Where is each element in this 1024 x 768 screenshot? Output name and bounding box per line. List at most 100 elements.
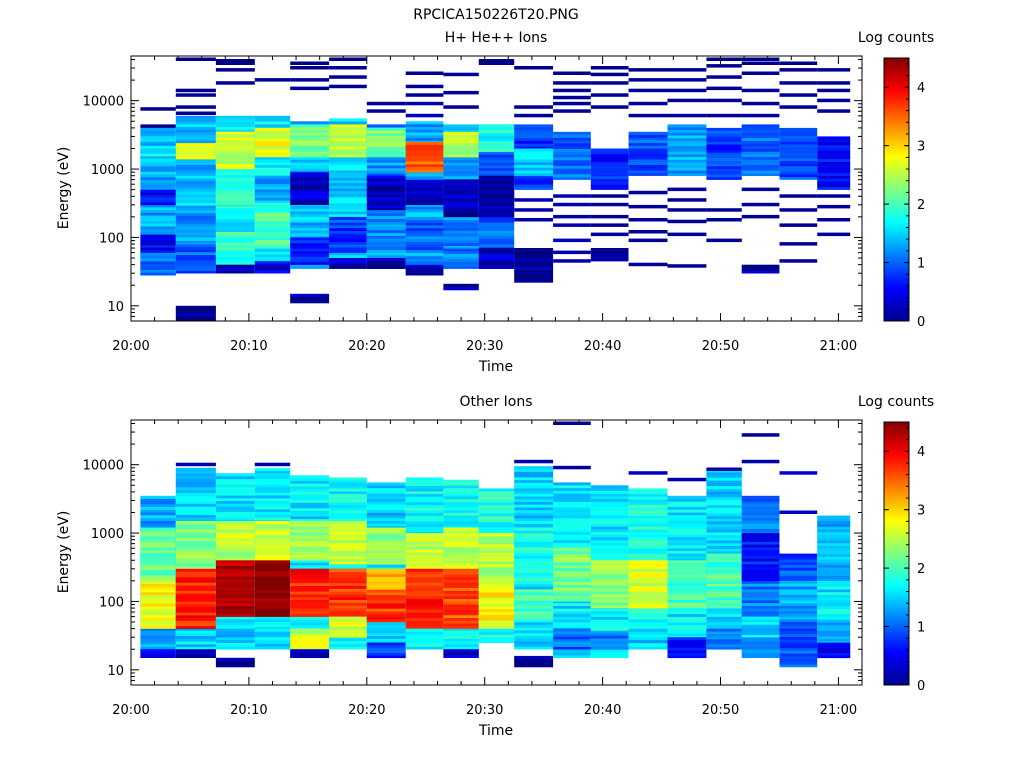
heatmap-cell (366, 616, 406, 620)
heatmap-cell (215, 657, 255, 662)
heatmap-cell (329, 203, 367, 207)
heatmap-cell (175, 229, 216, 233)
heatmap-cell (254, 146, 291, 150)
heatmap-cell (290, 588, 330, 592)
heatmap-cell (140, 148, 176, 152)
heatmap-cell (667, 616, 707, 620)
heatmap-cell (514, 479, 554, 483)
heatmap-cell (478, 165, 515, 169)
heatmap-cell (443, 549, 479, 553)
heatmap-cell (667, 545, 707, 549)
heatmap-cell (140, 177, 176, 180)
heatmap-cell (628, 491, 668, 495)
heatmap-cell (405, 144, 444, 148)
heatmap-cell (779, 556, 818, 560)
heatmap-cell (628, 532, 668, 535)
heatmap-cell (329, 146, 367, 150)
heatmap-cell (366, 509, 406, 513)
heatmap-cell (290, 151, 330, 155)
heatmap-cell (366, 504, 406, 508)
heatmap-cell (405, 272, 444, 276)
heatmap-cell (706, 638, 742, 642)
heatmap-cell (329, 582, 367, 586)
heatmap-cell (215, 61, 255, 65)
y-tick-label: 10 (107, 300, 124, 315)
heatmap-cell (405, 247, 444, 251)
heatmap-cell (140, 541, 176, 545)
heatmap-cell (140, 526, 176, 529)
heatmap-cell (140, 174, 176, 178)
heatmap-cell (478, 253, 515, 257)
heatmap-cell (590, 173, 629, 177)
heatmap-cell (817, 633, 851, 637)
panel-other-ions: Other Ions Log counts 20:00 20:10 20:20 20:… (56, 394, 934, 739)
heatmap-cell (290, 208, 330, 212)
heatmap-cell (175, 208, 216, 212)
heatmap-cell (366, 246, 406, 250)
heatmap-cell (290, 61, 330, 65)
heatmap-cell (590, 534, 629, 538)
heatmap-cell (215, 503, 255, 507)
heatmap-cell (215, 150, 255, 154)
x-tick-label: 20:20 (348, 703, 385, 718)
heatmap-cell (175, 521, 216, 525)
heatmap-cell (514, 167, 554, 171)
heatmap-cell (140, 258, 176, 262)
heatmap-cell (741, 270, 780, 274)
heatmap-cell (628, 218, 668, 222)
heatmap-cell (478, 216, 515, 220)
heatmap-cell (443, 523, 479, 527)
heatmap-cell (290, 537, 330, 541)
heatmap-cell (443, 222, 479, 226)
heatmap-cell (405, 126, 444, 130)
heatmap-cell (215, 185, 255, 189)
heatmap-cell (405, 249, 444, 253)
heatmap-cell (405, 574, 444, 578)
heatmap-cell (741, 140, 780, 144)
heatmap-cell (290, 486, 330, 490)
heatmap-cell (175, 574, 216, 578)
heatmap-cell (175, 191, 216, 195)
heatmap-cell (706, 572, 742, 576)
heatmap-cell (443, 652, 479, 656)
heatmap-cell (478, 561, 515, 565)
heatmap-cell (706, 147, 742, 150)
heatmap-cell (329, 132, 367, 136)
heatmap-cell (443, 515, 479, 519)
heatmap-cell (254, 215, 291, 219)
heatmap-cell (290, 574, 330, 578)
heatmap-cell (706, 75, 742, 79)
heatmap-cell (628, 553, 668, 557)
heatmap-cell (175, 93, 216, 97)
colorbar-tick-label: 3 (917, 140, 925, 155)
heatmap-cell (628, 602, 668, 606)
heatmap-cell (405, 258, 444, 262)
heatmap-cell (366, 127, 406, 131)
heatmap-cell (779, 631, 818, 635)
heatmap-cell (590, 632, 629, 636)
heatmap-cell (175, 549, 216, 553)
heatmap-cell (741, 613, 780, 617)
heatmap-cell (175, 167, 216, 171)
heatmap-cell (290, 488, 330, 492)
heatmap-cell (667, 143, 707, 147)
heatmap-cell (553, 534, 591, 538)
heatmap-cell (290, 568, 330, 572)
heatmap-cell (254, 608, 291, 612)
heatmap-cell (478, 600, 515, 604)
heatmap-cell (254, 154, 291, 158)
heatmap-cell (140, 586, 176, 590)
heatmap-cell (741, 566, 780, 570)
heatmap-cell (254, 192, 291, 196)
heatmap-cell (140, 578, 176, 582)
heatmap-cell (553, 553, 591, 557)
heatmap-cell (779, 570, 818, 574)
heatmap-cell (443, 585, 479, 589)
heatmap-cell (405, 84, 444, 89)
heatmap-cell (215, 142, 255, 146)
heatmap-cell (628, 526, 668, 530)
heatmap-cell (706, 499, 742, 503)
heatmap-cell (140, 550, 176, 554)
heatmap-cell (628, 502, 668, 505)
